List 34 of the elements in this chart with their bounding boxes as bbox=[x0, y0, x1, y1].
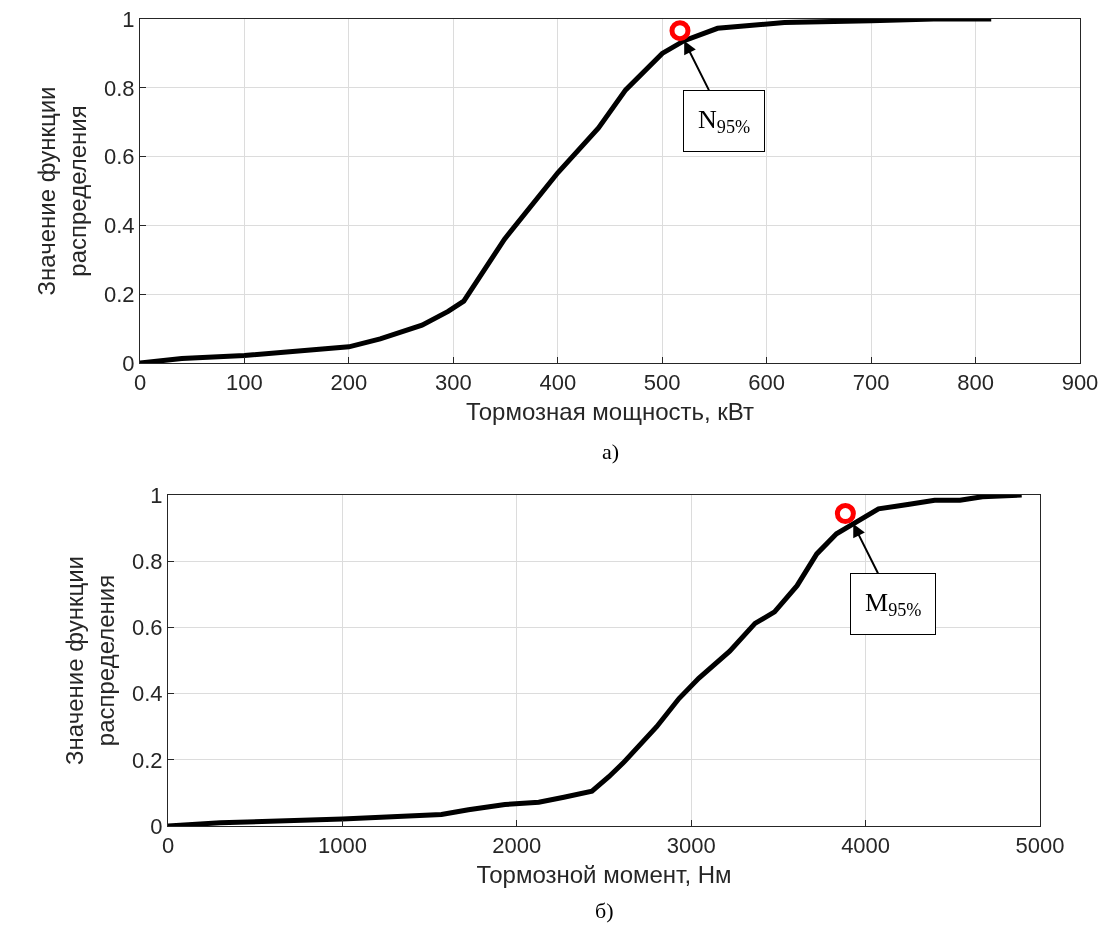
y-axis-title: Значение функции распределения bbox=[60, 556, 120, 765]
x-tick-label: 800 bbox=[957, 370, 994, 396]
x-tick-label: 300 bbox=[434, 370, 472, 396]
x-tick-label: 2000 bbox=[492, 833, 542, 859]
x-axis-title: Тормозная мощность, кВт bbox=[465, 397, 755, 425]
text: а) bbox=[602, 439, 620, 464]
x-tick-label: 500 bbox=[643, 370, 681, 396]
y-tick-label: 0 bbox=[150, 813, 163, 839]
x-tick-label: 4000 bbox=[841, 833, 891, 859]
y-tick-label: 1 bbox=[122, 6, 135, 32]
y-tick-label: 0.4 bbox=[104, 213, 135, 239]
y-tick-label: 0.6 bbox=[132, 615, 163, 641]
y-axis-title: Значение функции распределения bbox=[32, 86, 92, 296]
y-tick-label: 0.4 bbox=[132, 681, 163, 707]
y-tick-label: 0.2 bbox=[104, 281, 135, 307]
y-tick-label: 0.6 bbox=[104, 144, 135, 170]
x-tick-label: 200 bbox=[330, 370, 368, 396]
y-tick-label: 0.8 bbox=[104, 75, 135, 101]
text: б) bbox=[595, 898, 614, 923]
y-tick-label: 0 bbox=[122, 350, 135, 376]
x-axis-title: Тормозной момент, Нм bbox=[476, 860, 732, 888]
annotation: M$_{95%}$ bbox=[865, 588, 922, 621]
y-tick-label: 0.2 bbox=[132, 747, 163, 773]
x-tick-label: 1000 bbox=[317, 833, 367, 859]
y-tick-label: 0.8 bbox=[132, 548, 163, 574]
x-tick-label: 900 bbox=[1061, 370, 1099, 396]
x-tick-label: 600 bbox=[748, 370, 786, 396]
x-tick-label: 100 bbox=[226, 370, 263, 396]
annotation: N$_{95%}$ bbox=[698, 105, 751, 138]
x-tick-label: 700 bbox=[852, 370, 890, 396]
x-tick-label: 400 bbox=[539, 370, 577, 396]
y-tick-label: 1 bbox=[150, 482, 163, 508]
x-tick-label: 3000 bbox=[666, 833, 716, 859]
x-tick-label: 5000 bbox=[1015, 833, 1065, 859]
